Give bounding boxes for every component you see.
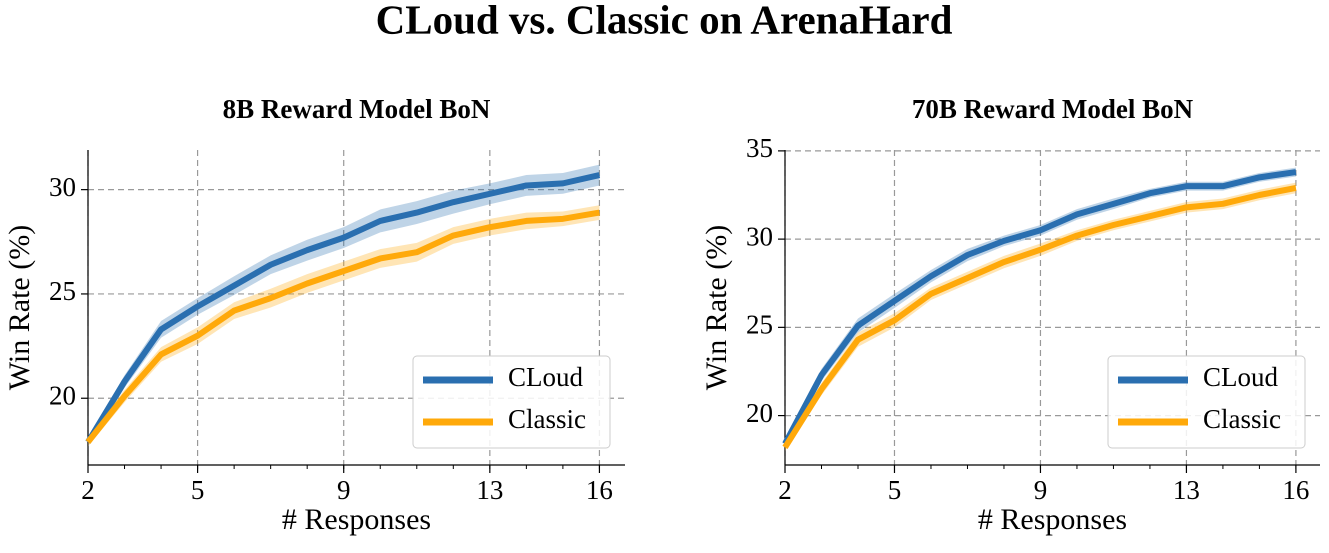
y-axis-label: Win Rate (%) bbox=[3, 225, 36, 390]
x-tick-label: 5 bbox=[191, 475, 205, 505]
y-tick-label: 20 bbox=[746, 398, 773, 428]
confidence-band bbox=[88, 164, 600, 447]
legend-label: Classic bbox=[508, 404, 586, 434]
line bbox=[85, 209, 600, 444]
chart-title: 70B Reward Model BoN bbox=[912, 94, 1194, 124]
x-tick-label: 2 bbox=[81, 475, 95, 505]
x-tick-label: 16 bbox=[1282, 475, 1309, 505]
line bbox=[782, 169, 1297, 446]
legend-label: CLoud bbox=[1203, 362, 1279, 392]
y-tick-label: 30 bbox=[746, 221, 773, 251]
x-tick-label: 2 bbox=[778, 475, 792, 505]
figure-title: CLoud vs. Classic on ArenaHard bbox=[376, 0, 953, 42]
y-tick-label: 25 bbox=[49, 276, 76, 306]
x-tick-label: 16 bbox=[586, 475, 613, 505]
chart-title: 8B Reward Model BoN bbox=[223, 94, 491, 124]
x-tick-label: 9 bbox=[1034, 475, 1048, 505]
y-tick-label: 25 bbox=[746, 310, 773, 340]
y-tick-label: 20 bbox=[49, 380, 76, 410]
legend-label: CLoud bbox=[508, 362, 584, 392]
y-axis-label: Win Rate (%) bbox=[700, 225, 733, 390]
line bbox=[782, 184, 1297, 449]
y-tick-label: 35 bbox=[746, 133, 773, 163]
x-tick-label: 13 bbox=[1173, 475, 1200, 505]
x-axis-label: # Responses bbox=[282, 503, 431, 536]
y-tick-label: 30 bbox=[49, 172, 76, 202]
line bbox=[85, 172, 601, 444]
x-tick-label: 5 bbox=[888, 475, 902, 505]
x-axis-label: # Responses bbox=[978, 503, 1127, 536]
x-tick-label: 9 bbox=[337, 475, 351, 505]
x-tick-label: 13 bbox=[476, 475, 503, 505]
legend-label: Classic bbox=[1203, 404, 1281, 434]
